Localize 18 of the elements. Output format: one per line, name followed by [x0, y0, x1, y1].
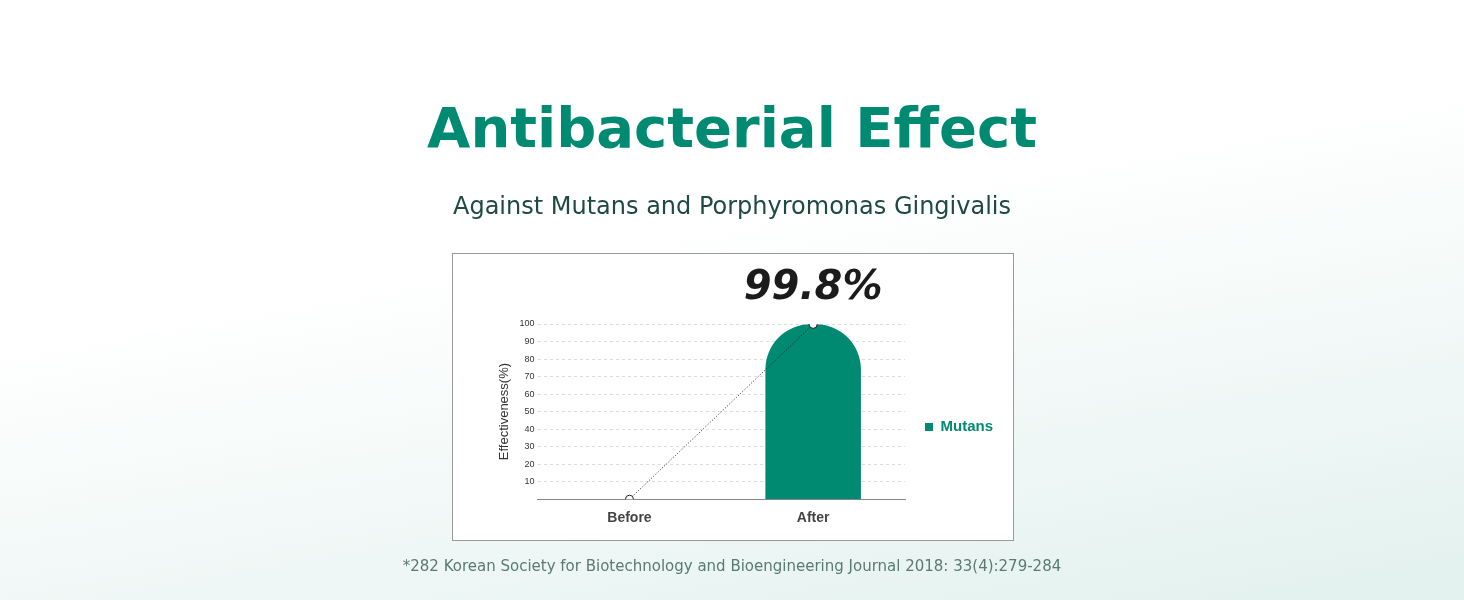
- x-tick-label: Before: [607, 509, 652, 526]
- y-tick-label: 50: [524, 406, 535, 417]
- text: *282 Korean Society for Biotechnology and Bioengineering Journal 2018: 33(4):279-284: [401, 557, 1063, 575]
- y-axis-title: Effectiveness(%): [496, 362, 512, 461]
- chart-subtitle: Against Mutans and Porphyromonas Gingivalis: [452, 192, 1012, 220]
- x-tick-label: After: [796, 509, 831, 526]
- y-tick-label: 30: [524, 441, 535, 452]
- y-tick-label: 80: [524, 353, 535, 364]
- y-tick-label: 90: [524, 336, 535, 346]
- chart-title: Antibacterial Effect: [426, 95, 1038, 160]
- y-tick-label: 60: [524, 388, 535, 399]
- y-tick-label: 100: [519, 318, 535, 329]
- y-tick-label: 40: [524, 423, 535, 434]
- y-tick-label: 20: [524, 458, 535, 469]
- legend-label: Mutans: [940, 417, 993, 435]
- y-tick-label: 10: [524, 476, 535, 487]
- y-tick-label: 70: [524, 371, 535, 382]
- data-label: 99.8%: [743, 261, 883, 308]
